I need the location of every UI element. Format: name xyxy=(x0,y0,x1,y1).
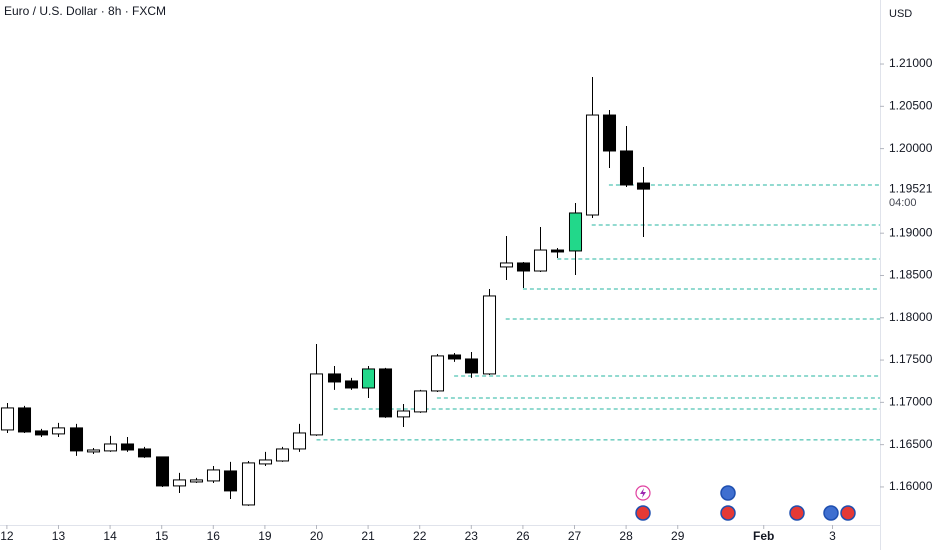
candle-body xyxy=(103,443,118,452)
event-icon xyxy=(640,488,646,498)
candle-body xyxy=(327,373,342,383)
x-tick-label: 28 xyxy=(619,529,633,543)
y-tick-label: 1.17500 xyxy=(889,352,932,366)
candle-body xyxy=(430,355,445,392)
y-tick-label: 1.17000 xyxy=(889,395,932,409)
event-icon xyxy=(720,485,736,501)
y-tick-label: 1.18500 xyxy=(889,268,932,282)
event-icon xyxy=(720,505,736,521)
x-tick-label: Feb xyxy=(753,529,774,543)
candle-body xyxy=(602,114,617,152)
x-tick-label: 19 xyxy=(258,529,272,543)
candle-body xyxy=(292,432,307,450)
y-tick-label: 1.21000 xyxy=(889,56,932,70)
candle-body xyxy=(86,449,101,453)
y-tick-label: 1.20000 xyxy=(889,141,932,155)
candle-body xyxy=(258,459,273,465)
x-tick-label: 16 xyxy=(207,529,221,543)
x-tick-label: 20 xyxy=(310,529,324,543)
last-price-label: 1.19521 xyxy=(889,181,932,195)
event-icon xyxy=(823,505,839,521)
candle-body xyxy=(533,249,548,272)
x-tick-label: 29 xyxy=(671,529,685,543)
x-tick-label: 21 xyxy=(361,529,375,543)
y-tick-label: 1.16500 xyxy=(889,437,932,451)
event-icon xyxy=(840,505,856,521)
candle-body xyxy=(241,462,256,506)
candle-body xyxy=(120,443,135,451)
y-tick-label: 1.16000 xyxy=(889,479,932,493)
candle-body xyxy=(636,182,651,190)
chart-title: Euro / U.S. Dollar · 8h · FXCM xyxy=(4,4,166,18)
x-tick-label: 27 xyxy=(568,529,582,543)
x-tick-label: 3 xyxy=(829,529,836,543)
candle-body xyxy=(499,262,514,268)
candle-body xyxy=(69,427,84,452)
candle-body xyxy=(189,479,204,483)
candle-body xyxy=(378,368,393,418)
y-tick-label: 1.20500 xyxy=(889,98,932,112)
countdown-label: 04:00 xyxy=(889,197,917,209)
event-icon xyxy=(635,505,651,521)
candle-body xyxy=(550,249,565,253)
plot-area xyxy=(0,77,880,506)
candle-body xyxy=(17,407,32,433)
candle-body xyxy=(619,150,634,186)
candle-body xyxy=(361,368,376,389)
candle-body xyxy=(568,212,583,252)
x-tick-label: 22 xyxy=(413,529,427,543)
candle-body xyxy=(344,380,359,389)
x-tick-label: 26 xyxy=(516,529,530,543)
candle-body xyxy=(223,470,238,492)
candle-body xyxy=(275,448,290,462)
candle-body xyxy=(516,262,531,272)
candle-body xyxy=(447,354,462,360)
candle-body xyxy=(309,373,324,436)
event-icons xyxy=(635,485,856,521)
candle-body xyxy=(482,295,497,375)
candle-body xyxy=(155,456,170,487)
candle-body xyxy=(464,358,479,374)
candle-body xyxy=(137,448,152,458)
candle-body xyxy=(396,410,411,418)
y-tick-label: 1.18000 xyxy=(889,310,932,324)
candle-body xyxy=(51,427,66,435)
candle-body xyxy=(585,114,600,216)
candle-body xyxy=(172,479,187,487)
candle-body xyxy=(413,390,428,413)
x-tick-label: 13 xyxy=(52,529,66,543)
currency-label: USD xyxy=(889,8,912,20)
candle-body xyxy=(0,407,15,431)
y-tick-label: 1.19000 xyxy=(889,225,932,239)
x-tick-label: 15 xyxy=(155,529,169,543)
x-tick-label: 12 xyxy=(0,529,14,543)
x-tick-label: 23 xyxy=(465,529,479,543)
x-tick-label: 14 xyxy=(103,529,117,543)
candle-body xyxy=(206,469,221,482)
event-icon xyxy=(789,505,805,521)
candle-body xyxy=(34,430,49,436)
